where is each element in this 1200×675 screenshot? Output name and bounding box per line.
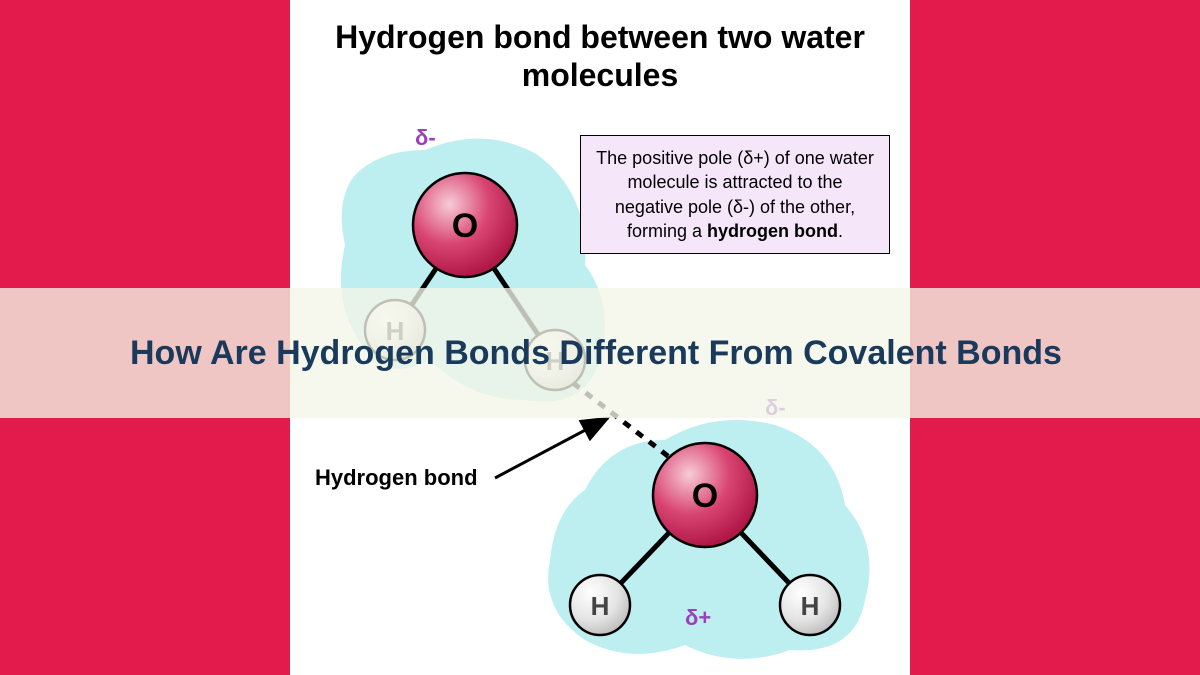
hydrogen-bond-label: Hydrogen bond [315,465,478,491]
atom-label-O: O [692,477,718,515]
overlay-band: How Are Hydrogen Bonds Different From Co… [0,288,1200,418]
delta-minus-label: δ- [415,125,436,150]
atom-label-O: O [452,207,478,245]
delta-plus-label: δ+ [685,605,711,630]
info-text-bold: hydrogen bond [707,221,838,241]
info-box: The positive pole (δ+) of one water mole… [580,135,890,254]
arrow-line [495,418,608,478]
atom-label-H: H [801,591,820,621]
info-text-after: . [838,221,843,241]
overlay-title: How Are Hydrogen Bonds Different From Co… [130,331,1062,375]
atom-label-H: H [591,591,610,621]
